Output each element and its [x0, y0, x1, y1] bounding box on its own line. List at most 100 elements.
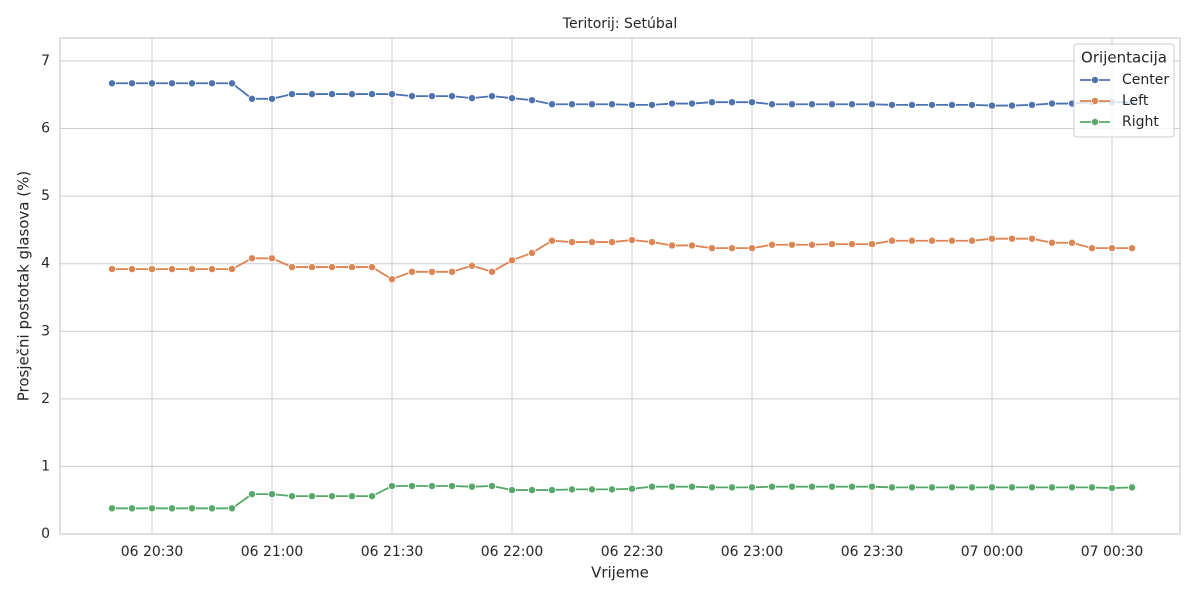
data-point — [207, 504, 216, 513]
data-point — [487, 267, 496, 276]
data-point — [748, 244, 757, 253]
data-point — [648, 100, 657, 109]
data-point — [988, 483, 997, 492]
data-point — [768, 240, 777, 249]
data-point — [688, 482, 697, 491]
data-point — [327, 263, 336, 272]
data-point — [1128, 483, 1137, 492]
data-point — [227, 504, 236, 513]
data-point — [868, 100, 877, 109]
data-point — [948, 483, 957, 492]
legend: Orijentacija Center Left Right — [1073, 43, 1175, 138]
data-point — [788, 100, 797, 109]
data-point — [247, 490, 256, 499]
data-point — [367, 492, 376, 501]
data-point — [808, 240, 817, 249]
data-point — [108, 265, 117, 274]
data-point — [808, 100, 817, 109]
data-point — [708, 483, 717, 492]
chart-title: Teritorij: Setúbal — [562, 16, 677, 32]
data-point — [367, 263, 376, 272]
data-point — [748, 483, 757, 492]
data-point — [628, 100, 637, 109]
data-point — [1108, 244, 1117, 253]
data-point — [247, 94, 256, 103]
legend-label: Left — [1122, 93, 1149, 109]
data-point — [988, 101, 997, 110]
data-point — [108, 79, 117, 88]
series-line — [112, 485, 1133, 510]
data-point — [608, 100, 617, 109]
data-point — [447, 482, 456, 491]
data-point — [327, 492, 336, 501]
data-point — [227, 79, 236, 88]
series-line — [112, 82, 1132, 107]
data-point — [1088, 483, 1097, 492]
data-point — [327, 90, 336, 99]
y-tick-label: 6 — [41, 121, 50, 137]
data-point — [507, 94, 516, 103]
data-point — [127, 504, 136, 513]
data-point — [1048, 99, 1057, 108]
data-point — [427, 482, 436, 491]
data-point — [768, 100, 777, 109]
data-point — [267, 94, 276, 103]
data-point — [828, 482, 837, 491]
data-point — [127, 79, 136, 88]
legend-marker — [1091, 76, 1100, 85]
data-point — [1028, 483, 1037, 492]
data-point — [768, 482, 777, 491]
data-point — [167, 504, 176, 513]
data-point — [1008, 483, 1017, 492]
data-point — [187, 79, 196, 88]
data-point — [788, 482, 797, 491]
data-point — [548, 486, 557, 495]
data-point — [908, 236, 917, 245]
y-tick-label: 3 — [41, 323, 50, 339]
data-point — [1008, 234, 1017, 243]
data-point — [648, 238, 657, 247]
data-point — [928, 483, 937, 492]
data-point — [407, 482, 416, 491]
data-point — [588, 485, 597, 494]
x-tick-label: 06 22:00 — [481, 544, 544, 560]
data-point — [147, 265, 156, 274]
data-point — [447, 92, 456, 101]
data-point — [568, 100, 577, 109]
data-point — [367, 90, 376, 99]
data-point — [247, 254, 256, 263]
data-point — [287, 263, 296, 272]
legend-label: Center — [1122, 72, 1169, 88]
data-point — [387, 482, 396, 491]
data-point — [848, 482, 857, 491]
data-point — [108, 504, 117, 513]
x-tick-label: 06 22:30 — [601, 544, 664, 560]
data-point — [227, 265, 236, 274]
legend-label: Right — [1122, 114, 1159, 130]
data-point — [888, 100, 897, 109]
data-point — [287, 492, 296, 501]
data-point — [267, 254, 276, 263]
data-point — [608, 238, 617, 247]
data-point — [287, 90, 296, 99]
plot-frame — [59, 37, 1181, 535]
data-point — [307, 492, 316, 501]
data-point — [487, 92, 496, 101]
data-point — [968, 483, 977, 492]
data-point — [347, 90, 356, 99]
data-point — [708, 244, 717, 253]
data-point — [307, 90, 316, 99]
legend-box — [1073, 43, 1175, 138]
y-tick-label: 7 — [41, 53, 50, 69]
data-point — [868, 482, 877, 491]
data-point — [447, 267, 456, 276]
data-point — [1028, 234, 1037, 243]
data-point — [668, 241, 677, 250]
data-point — [347, 492, 356, 501]
data-point — [1088, 244, 1097, 253]
data-point — [728, 244, 737, 253]
x-tick-label: 06 23:30 — [841, 544, 904, 560]
data-point — [628, 236, 637, 245]
data-point — [828, 240, 837, 249]
